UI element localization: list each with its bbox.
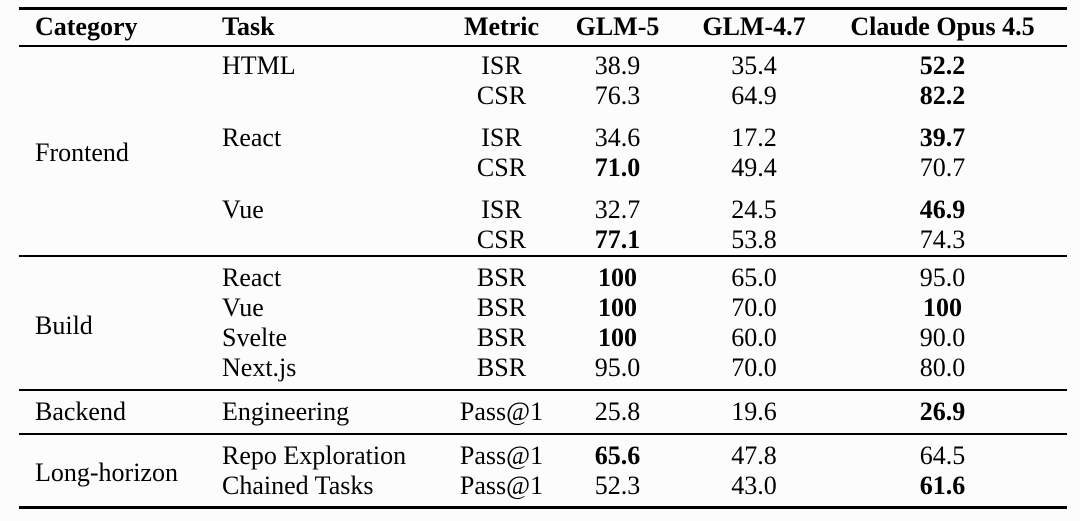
metric-cell: ISR bbox=[481, 194, 522, 224]
score-cell: 19.6 bbox=[731, 396, 777, 426]
table-row: Svelte BSR 100 60.0 90.0 bbox=[19, 323, 1067, 353]
task-cell: React bbox=[222, 122, 282, 152]
table-row: CSR 77.1 53.8 74.3 bbox=[19, 225, 1067, 256]
task-cell: Repo Exploration bbox=[222, 440, 407, 470]
score-cell: 60.0 bbox=[731, 322, 777, 352]
col-header-model-glm-4-7: GLM-4.7 bbox=[702, 12, 806, 42]
table-row: React ISR 34.6 17.2 39.7 bbox=[19, 111, 1067, 153]
table-row: Chained Tasks Pass@1 52.3 43.0 61.6 bbox=[19, 471, 1067, 508]
section-build: Build React BSR 100 65.0 95.0 Vue BSR 10… bbox=[19, 255, 1067, 390]
score-cell: 100 bbox=[598, 262, 637, 292]
score-cell: 95.0 bbox=[594, 352, 641, 382]
category-cell: Frontend bbox=[35, 137, 129, 167]
score-cell: 26.9 bbox=[919, 396, 966, 426]
task-cell: Vue bbox=[222, 194, 264, 224]
score-cell: 95.0 bbox=[919, 262, 966, 292]
metric-cell: Pass@1 bbox=[459, 396, 544, 426]
category-cell: Backend bbox=[35, 396, 126, 426]
task-cell: Svelte bbox=[222, 322, 287, 352]
score-cell: 65.0 bbox=[731, 262, 777, 292]
score-cell: 82.2 bbox=[919, 80, 966, 110]
table-row: Vue BSR 100 70.0 100 bbox=[19, 293, 1067, 323]
task-cell: HTML bbox=[222, 50, 296, 80]
table-row: CSR 76.3 64.9 82.2 bbox=[19, 81, 1067, 111]
score-cell: 53.8 bbox=[731, 224, 777, 254]
score-cell: 32.7 bbox=[594, 194, 641, 224]
metric-cell: ISR bbox=[481, 50, 522, 80]
metric-cell: BSR bbox=[476, 292, 527, 322]
metric-cell: Pass@1 bbox=[459, 470, 544, 500]
table-row: Build React BSR 100 65.0 95.0 bbox=[19, 256, 1067, 340]
score-cell: 100 bbox=[598, 292, 637, 322]
score-cell: 39.7 bbox=[919, 122, 966, 152]
col-header-model-claude-opus-4-5: Claude Opus 4.5 bbox=[850, 12, 1035, 42]
score-cell: 90.0 bbox=[919, 322, 966, 352]
col-header-metric: Metric bbox=[463, 12, 540, 42]
score-cell: 77.1 bbox=[594, 224, 641, 254]
table-row: Frontend HTML ISR 38.9 35.4 52.2 bbox=[19, 46, 1067, 167]
task-cell: Engineering bbox=[222, 396, 350, 426]
metric-cell: ISR bbox=[481, 122, 522, 152]
task-cell: Vue bbox=[222, 292, 264, 322]
col-header-task: Task bbox=[222, 12, 275, 42]
score-cell: 64.5 bbox=[919, 440, 966, 470]
score-cell: 74.3 bbox=[919, 224, 966, 254]
score-cell: 100 bbox=[923, 292, 962, 322]
task-cell: Chained Tasks bbox=[222, 470, 374, 500]
metric-cell: CSR bbox=[476, 224, 527, 254]
task-cell: React bbox=[222, 262, 282, 292]
score-cell: 46.9 bbox=[919, 194, 966, 224]
score-cell: 24.5 bbox=[731, 194, 777, 224]
score-cell: 34.6 bbox=[594, 122, 641, 152]
metric-cell: CSR bbox=[476, 152, 527, 182]
header-row: Category Task Metric GLM-5 GLM-4.7 Claud… bbox=[19, 9, 1067, 46]
results-table-container: Category Task Metric GLM-5 GLM-4.7 Claud… bbox=[19, 7, 1067, 509]
table-row: Vue ISR 32.7 24.5 46.9 bbox=[19, 183, 1067, 225]
table-row: Long-horizon Repo Exploration Pass@1 65.… bbox=[19, 434, 1067, 488]
score-cell: 70.7 bbox=[919, 152, 966, 182]
metric-cell: BSR bbox=[476, 352, 527, 382]
score-cell: 52.2 bbox=[919, 50, 966, 80]
score-cell: 70.0 bbox=[731, 292, 777, 322]
score-cell: 70.0 bbox=[731, 352, 777, 382]
score-cell: 38.9 bbox=[594, 50, 641, 80]
metric-cell: CSR bbox=[476, 80, 527, 110]
score-cell: 76.3 bbox=[594, 80, 641, 110]
table-header: Category Task Metric GLM-5 GLM-4.7 Claud… bbox=[19, 9, 1067, 46]
section-long-horizon: Long-horizon Repo Exploration Pass@1 65.… bbox=[19, 433, 1067, 508]
score-cell: 35.4 bbox=[731, 50, 777, 80]
table-row: Backend Engineering Pass@1 25.8 19.6 26.… bbox=[19, 390, 1067, 434]
task-cell: Next.js bbox=[222, 352, 297, 382]
metric-cell: Pass@1 bbox=[459, 440, 544, 470]
score-cell: 25.8 bbox=[594, 396, 641, 426]
category-cell: Build bbox=[35, 310, 93, 340]
score-cell: 17.2 bbox=[731, 122, 777, 152]
col-header-model-glm-5: GLM-5 bbox=[575, 12, 660, 42]
metric-cell: BSR bbox=[476, 262, 527, 292]
section-frontend: Frontend HTML ISR 38.9 35.4 52.2 CSR 76.… bbox=[19, 45, 1067, 256]
section-backend: Backend Engineering Pass@1 25.8 19.6 26.… bbox=[19, 389, 1067, 434]
table-row: Next.js BSR 95.0 70.0 80.0 bbox=[19, 353, 1067, 390]
score-cell: 71.0 bbox=[594, 152, 641, 182]
score-cell: 80.0 bbox=[919, 352, 966, 382]
score-cell: 47.8 bbox=[731, 440, 777, 470]
score-cell: 52.3 bbox=[594, 470, 641, 500]
score-cell: 49.4 bbox=[731, 152, 777, 182]
metric-cell: BSR bbox=[476, 322, 527, 352]
table-row: CSR 71.0 49.4 70.7 bbox=[19, 153, 1067, 183]
score-cell: 100 bbox=[598, 322, 637, 352]
category-cell: Long-horizon bbox=[35, 458, 178, 487]
score-cell: 64.9 bbox=[731, 80, 777, 110]
col-header-category: Category bbox=[35, 12, 138, 42]
benchmark-results-table: Category Task Metric GLM-5 GLM-4.7 Claud… bbox=[19, 7, 1067, 509]
score-cell: 65.6 bbox=[594, 440, 641, 470]
score-cell: 61.6 bbox=[919, 470, 966, 500]
score-cell: 43.0 bbox=[731, 470, 777, 500]
